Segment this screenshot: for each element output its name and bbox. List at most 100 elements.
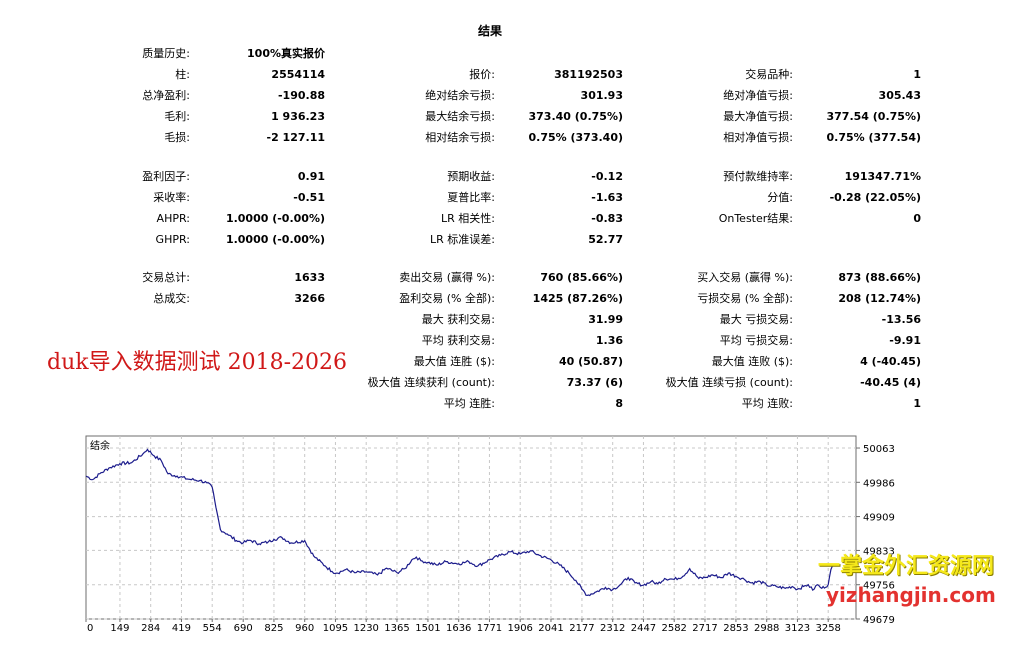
stat-label: 极大值 连续亏损 (count): [665, 376, 793, 389]
stat-value: 873 (88.66%) [838, 271, 921, 284]
stat-value: -0.83 [591, 212, 623, 225]
stat-value: 100%真实报价 [247, 47, 325, 60]
stat-label: 预付款维持率: [723, 170, 793, 183]
stat-value: 381192503 [554, 68, 623, 81]
stat-value: 208 (12.74%) [838, 292, 921, 305]
x-tick-label: 284 [141, 623, 160, 634]
stat-value: 0.75% (377.54) [826, 131, 922, 144]
stat-value: 0 [913, 212, 921, 225]
x-tick-label: 1636 [446, 623, 471, 634]
stat-label: 平均 获利交易: [421, 334, 495, 347]
x-tick-label: 1501 [415, 623, 440, 634]
stat-label: 盈利因子: [142, 170, 190, 183]
stat-label: LR 标准误差: [430, 233, 495, 246]
x-tick-label: 3258 [815, 623, 840, 634]
stat-label: OnTester结果: [718, 212, 793, 225]
stat-label: 交易品种: [745, 68, 793, 81]
stat-value: 1633 [294, 271, 325, 284]
stat-label: 平均 亏损交易: [719, 334, 793, 347]
stat-value: 0.75% (373.40) [528, 131, 624, 144]
stat-label: 报价: [469, 68, 495, 81]
stat-label: 极大值 连续获利 (count): [367, 376, 495, 389]
stat-value: -1.63 [591, 191, 623, 204]
x-tick-label: 2853 [723, 623, 748, 634]
x-tick-label: 960 [295, 623, 314, 634]
stat-value: -9.91 [889, 334, 921, 347]
y-tick-label: 49833 [863, 546, 895, 557]
stat-value: 1.36 [595, 334, 623, 347]
x-tick-label: 825 [264, 623, 283, 634]
stat-label: 最大 亏损交易: [719, 313, 793, 326]
stat-label: 亏损交易 (% 全部): [697, 292, 793, 305]
stat-label: 买入交易 (赢得 %): [697, 271, 793, 284]
x-axis: 0 149 284 419 554 690 825 960 1095 1230 1365 1501 16… [85, 619, 841, 634]
report-title: 结果 [477, 24, 502, 38]
balance-line-group [85, 448, 835, 597]
stat-label: 平均 连胜: [443, 397, 495, 410]
stat-value: 377.54 (0.75%) [826, 110, 922, 123]
x-tick-label: 2447 [631, 623, 656, 634]
stat-value: 73.37 (6) [566, 376, 623, 389]
y-tick-label: 49756 [863, 581, 895, 592]
stat-value: 760 (85.66%) [540, 271, 623, 284]
x-tick-label: 0 [87, 623, 93, 634]
x-tick-label: 419 [172, 623, 191, 634]
watermark-logo-text: 一掌金外汇资源网 [818, 554, 995, 579]
balance-line [85, 448, 835, 597]
stat-label: 绝对净值亏损: [723, 89, 793, 102]
stat-label: 绝对结余亏损: [425, 89, 495, 102]
stat-value: 1.0000 (-0.00%) [225, 212, 325, 225]
x-tick-label: 2041 [538, 623, 563, 634]
stat-label: 最大结余亏损: [425, 110, 495, 123]
chart-title: 结余 [90, 439, 110, 452]
stat-label: 总成交: [153, 292, 190, 305]
x-tick-label: 1230 [353, 623, 378, 634]
stat-label: 平均 连败: [741, 397, 793, 410]
stat-value: 373.40 (0.75%) [528, 110, 624, 123]
x-tick-label: 2717 [692, 623, 717, 634]
stat-value: -0.12 [591, 170, 623, 183]
watermark-url: yizhangjin.com [826, 583, 996, 607]
stat-value: -190.88 [277, 89, 325, 102]
stat-value: -13.56 [881, 313, 921, 326]
x-tick-label: 3123 [785, 623, 810, 634]
stat-value: 31.99 [588, 313, 623, 326]
stat-label: 盈利交易 (% 全部): [399, 292, 495, 305]
stat-value: 8 [615, 397, 623, 410]
stat-label: 最大 获利交易: [421, 313, 495, 326]
plot-area [85, 435, 857, 620]
y-tick-label: 50063 [863, 444, 895, 455]
stat-value: 1 [913, 397, 921, 410]
stat-label: 最大净值亏损: [723, 110, 793, 123]
stat-value: 0.91 [297, 170, 325, 183]
stat-label: 质量历史: [142, 47, 190, 60]
stat-label: 采收率: [153, 191, 190, 204]
stat-label: AHPR: [156, 212, 190, 225]
x-tick-label: 2177 [569, 623, 594, 634]
stat-value: 4 (-40.45) [860, 355, 921, 368]
stat-value: 301.93 [580, 89, 623, 102]
x-tick-label: 690 [234, 623, 253, 634]
stat-label: 交易总计: [142, 271, 190, 284]
stat-label: GHPR: [155, 233, 190, 246]
stat-label: 相对结余亏损: [425, 131, 495, 144]
stat-value: -0.28 (22.05%) [829, 191, 921, 204]
stat-label: 柱: [175, 68, 190, 81]
x-tick-label: 1365 [384, 623, 409, 634]
stat-label: 总净盈利: [142, 89, 190, 102]
x-tick-label: 554 [203, 623, 222, 634]
stat-value: 52.77 [588, 233, 623, 246]
stat-value: 2554114 [271, 68, 325, 81]
stat-value: 3266 [294, 292, 325, 305]
stat-value: 40 (50.87) [559, 355, 623, 368]
x-tick-label: 2312 [600, 623, 625, 634]
stat-value: 1 [913, 68, 921, 81]
stat-label: 毛损: [164, 131, 190, 144]
stat-label: LR 相关性: [441, 212, 495, 225]
stat-value: 305.43 [878, 89, 921, 102]
x-tick-label: 2988 [754, 623, 779, 634]
stat-label: 最大值 连败 ($): [711, 355, 793, 368]
stat-label: 预期收益: [447, 170, 495, 183]
stat-value: -40.45 (4) [860, 376, 921, 389]
y-tick-label: 49909 [863, 513, 895, 524]
